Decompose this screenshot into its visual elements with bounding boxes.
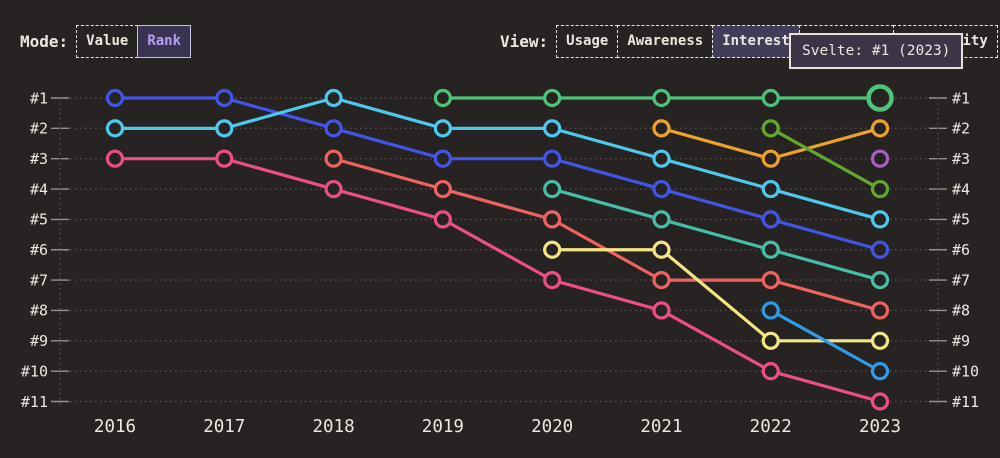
data-point-yellow-2022[interactable] xyxy=(761,331,780,350)
data-point-lime-2022[interactable] xyxy=(761,119,780,138)
y-tick-label-right: #3 xyxy=(952,150,970,168)
mode-option-value[interactable]: Value xyxy=(76,25,139,58)
y-tick-label-right: #5 xyxy=(952,211,970,229)
series-line-cyan xyxy=(113,96,882,221)
mode-buttons: Value Rank xyxy=(76,25,192,58)
data-point-indigo-2021[interactable] xyxy=(652,179,671,199)
series-line-pink xyxy=(113,157,882,404)
series-line-indigo xyxy=(113,96,882,252)
data-point-indigo-2020[interactable] xyxy=(543,149,562,168)
y-tick-label-left: #5 xyxy=(30,211,48,229)
data-point-pink-2022[interactable] xyxy=(761,362,780,381)
data-point-cyan-2022[interactable] xyxy=(761,179,780,199)
data-point-cyan-2017[interactable] xyxy=(215,119,234,138)
data-point-salmon-2020[interactable] xyxy=(543,210,562,229)
data-point-green-2023[interactable] xyxy=(866,84,894,112)
y-tick-label-right: #8 xyxy=(952,302,970,320)
data-point-cyan-2023[interactable] xyxy=(870,210,890,229)
data-point-indigo-2022[interactable] xyxy=(761,210,780,229)
data-point-orange-2021[interactable] xyxy=(652,119,671,138)
data-point-yellow-2021[interactable] xyxy=(652,240,671,259)
data-point-indigo-2018[interactable] xyxy=(324,119,343,138)
data-point-pink-2017[interactable] xyxy=(215,149,234,168)
y-tick-label-left: #8 xyxy=(30,302,48,320)
data-point-pink-2019[interactable] xyxy=(433,210,452,229)
data-point-green-2022[interactable] xyxy=(761,88,780,108)
data-point-green-2020[interactable] xyxy=(543,88,562,108)
data-point-sky-blue-2023[interactable] xyxy=(870,362,890,381)
y-tick-label-left: #9 xyxy=(30,332,48,350)
y-tick-label-left: #7 xyxy=(30,271,48,289)
view-option-awareness[interactable]: Awareness xyxy=(617,25,714,58)
data-point-cyan-2019[interactable] xyxy=(433,119,452,138)
y-tick-label-right: #7 xyxy=(952,271,970,289)
data-point-teal-2020[interactable] xyxy=(543,179,562,199)
data-point-teal-2021[interactable] xyxy=(652,210,671,229)
data-point-teal-2022[interactable] xyxy=(761,240,780,259)
view-option-interest[interactable]: Interest xyxy=(712,25,800,58)
y-tick-label-right: #6 xyxy=(952,241,970,259)
data-point-pink-2021[interactable] xyxy=(652,301,671,320)
data-point-purple-2023[interactable] xyxy=(870,149,890,168)
data-point-green-2021[interactable] xyxy=(652,88,671,108)
data-point-orange-2023[interactable] xyxy=(870,119,890,138)
y-tick-label-right: #9 xyxy=(952,332,970,350)
x-tick-label: 2019 xyxy=(422,417,464,437)
data-point-teal-2023[interactable] xyxy=(870,271,890,290)
data-point-salmon-2023[interactable] xyxy=(870,301,890,320)
chart-tooltip: Svelte: #1 (2023) xyxy=(789,33,964,69)
data-point-salmon-2022[interactable] xyxy=(761,271,780,290)
mode-option-rank[interactable]: Rank xyxy=(137,25,192,58)
data-point-yellow-2023[interactable] xyxy=(870,331,890,350)
data-point-salmon-2019[interactable] xyxy=(433,179,452,199)
series-line-sky-blue xyxy=(769,308,882,373)
x-tick-label: 2018 xyxy=(313,417,355,437)
y-tick-label-right: #11 xyxy=(952,393,979,411)
x-tick-label: 2016 xyxy=(94,417,136,437)
view-option-usage[interactable]: Usage xyxy=(556,25,619,58)
data-point-cyan-2021[interactable] xyxy=(652,149,671,168)
data-point-sky-blue-2022[interactable] xyxy=(761,301,780,320)
view-label: View: xyxy=(500,32,549,51)
data-point-cyan-2020[interactable] xyxy=(543,119,562,138)
y-tick-label-left: #1 xyxy=(30,89,48,107)
y-tick-label-right: #10 xyxy=(952,362,979,380)
data-point-green-2019[interactable] xyxy=(433,88,452,108)
x-tick-label: 2020 xyxy=(531,417,573,437)
y-tick-label-left: #6 xyxy=(30,241,48,259)
x-tick-label: 2017 xyxy=(203,417,245,437)
data-point-salmon-2018[interactable] xyxy=(324,149,343,168)
series-line-salmon xyxy=(331,157,882,313)
y-tick-label-left: #2 xyxy=(30,120,48,138)
data-point-indigo-2023[interactable] xyxy=(870,240,890,259)
y-tick-label-left: #4 xyxy=(30,180,48,198)
x-tick-label: 2022 xyxy=(750,417,792,437)
data-point-orange-2022[interactable] xyxy=(761,149,780,168)
x-tick-label: 2023 xyxy=(859,417,901,437)
y-tick-label-left: #11 xyxy=(21,393,48,411)
data-point-pink-2016[interactable] xyxy=(105,149,125,168)
y-tick-label-right: #1 xyxy=(952,89,970,107)
y-tick-label-left: #3 xyxy=(30,150,48,168)
y-tick-label-left: #10 xyxy=(21,362,48,380)
x-tick-label: 2021 xyxy=(640,417,682,437)
data-point-salmon-2021[interactable] xyxy=(652,271,671,290)
data-point-pink-2023[interactable] xyxy=(870,392,890,411)
data-point-indigo-2017[interactable] xyxy=(215,88,234,108)
data-point-pink-2018[interactable] xyxy=(324,179,343,199)
mode-toggle-group: Mode: Value Rank xyxy=(20,25,192,58)
data-point-lime-2023[interactable] xyxy=(870,179,890,199)
data-point-indigo-2019[interactable] xyxy=(433,149,452,168)
data-point-pink-2020[interactable] xyxy=(543,271,562,290)
data-point-yellow-2020[interactable] xyxy=(543,240,562,259)
series-line-teal xyxy=(550,187,882,282)
data-point-cyan-2016[interactable] xyxy=(105,119,125,138)
series-line-lime xyxy=(769,126,882,191)
data-point-indigo-2016[interactable] xyxy=(105,88,125,108)
y-tick-label-right: #2 xyxy=(952,120,970,138)
y-tick-label-right: #4 xyxy=(952,180,970,198)
data-point-cyan-2018[interactable] xyxy=(324,88,343,108)
mode-label: Mode: xyxy=(20,32,69,51)
